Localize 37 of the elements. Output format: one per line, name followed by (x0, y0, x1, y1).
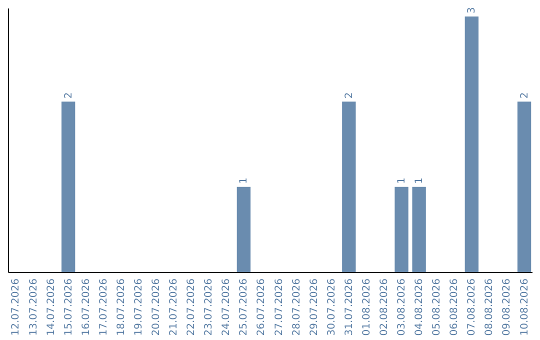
x-tick-label: 31.07.2026 (344, 278, 355, 336)
x-tick-label: 21.07.2026 (168, 278, 180, 336)
x-tick-label: 30.07.2026 (326, 278, 338, 336)
x-tick-label: 15.07.2026 (63, 278, 74, 336)
data-label: 2 (63, 92, 74, 99)
x-tick-label: 12.07.2026 (10, 278, 22, 336)
x-tick-label: 25.07.2026 (238, 278, 250, 336)
x-tick-label: 24.07.2026 (221, 278, 232, 336)
x-tick-label: 14.07.2026 (46, 278, 57, 336)
x-tick-label: 22.07.2026 (186, 278, 198, 336)
data-label: 1 (238, 177, 250, 184)
x-tick-label: 23.07.2026 (204, 278, 215, 336)
x-tick-label: 29.07.2026 (308, 278, 320, 336)
x-tick-label: 13.07.2026 (28, 278, 40, 336)
x-tick-label: 19.07.2026 (133, 278, 144, 336)
x-tick-label: 26.07.2026 (256, 278, 268, 336)
x-tick-label: 05.08.2026 (432, 278, 443, 336)
x-tick-label: 16.07.2026 (80, 278, 92, 336)
x-tick-label: 28.07.2026 (291, 278, 302, 336)
x-tick-label: 27.07.2026 (274, 278, 285, 336)
x-tick-label: 10.08.2026 (519, 278, 530, 336)
data-label: 1 (396, 177, 408, 184)
x-tick-label: 09.08.2026 (502, 278, 513, 336)
x-tick-label: 08.08.2026 (484, 278, 496, 336)
x-tick-label: 20.07.2026 (151, 278, 162, 336)
data-label: 2 (519, 92, 530, 99)
x-tick-label: 03.08.2026 (396, 278, 408, 336)
x-tick-label: 17.07.2026 (98, 278, 110, 336)
x-tick-label: 07.08.2026 (466, 278, 478, 336)
data-label: 3 (466, 7, 478, 14)
x-tick-label: 04.08.2026 (414, 278, 426, 336)
data-label: 2 (344, 92, 355, 99)
data-label: 1 (414, 177, 426, 184)
x-tick-label: 18.07.2026 (116, 278, 127, 336)
x-tick-label: 06.08.2026 (449, 278, 460, 336)
x-tick-label: 01.08.2026 (361, 278, 372, 336)
x-tick-label: 02.08.2026 (378, 278, 390, 336)
